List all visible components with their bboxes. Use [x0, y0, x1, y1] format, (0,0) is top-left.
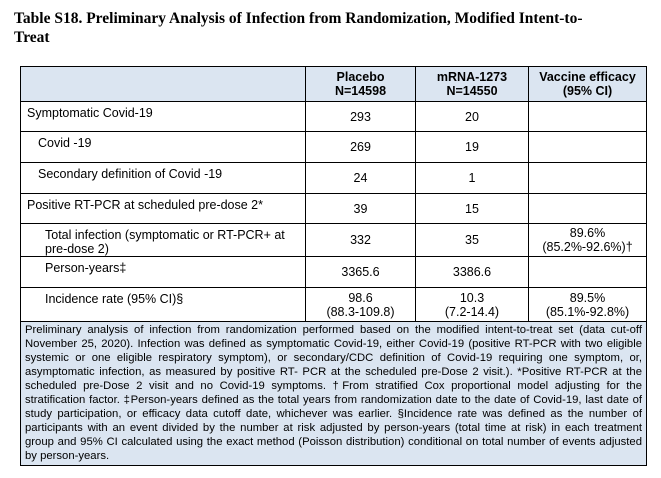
cell-line: Placebo — [336, 70, 385, 84]
value-cell — [528, 101, 647, 132]
cell-line: 98.6 — [348, 290, 373, 305]
cell-line: 20 — [465, 109, 479, 124]
value-cell — [528, 193, 647, 224]
cell-line: (7.2-14.4) — [444, 304, 500, 319]
results-table: Placebo N=14598 mRNA-1273 N=14550 Vaccine ef… — [20, 66, 647, 466]
column-header: Vaccine efficacy (95% CI) — [528, 66, 647, 102]
value-cell: 39 — [305, 193, 416, 224]
value-cell: 15 — [415, 193, 529, 224]
row-label: Symptomatic Covid-19 — [20, 101, 306, 132]
cell-line: 3365.6 — [341, 265, 380, 279]
cell-line: 269 — [350, 140, 371, 154]
value-cell: 24 — [305, 162, 416, 194]
value-cell — [528, 256, 647, 288]
value-cell: 3365.6 — [305, 256, 416, 288]
value-cell — [528, 131, 647, 163]
cell-line: 293 — [350, 109, 371, 124]
header-row: Placebo N=14598 mRNA-1273 N=14550 Vaccine ef… — [20, 66, 647, 102]
cell-line: mRNA-1273 — [436, 70, 508, 84]
cell-line: N=14598 — [334, 84, 387, 98]
cell-line: N=14550 — [446, 84, 498, 98]
value-cell: 293 — [305, 101, 416, 132]
value-cell: 98.6 (88.3-109.8) — [305, 287, 416, 322]
cell-line: 89.5% — [569, 290, 606, 305]
table-row: Total infection (symptomatic or RT-PCR+ … — [20, 223, 647, 257]
cell-line: 332 — [350, 233, 371, 247]
cell-line: 1 — [468, 171, 476, 185]
value-cell: 1 — [415, 162, 529, 194]
value-cell — [528, 162, 647, 194]
table-row: Symptomatic Covid-19 293 20 — [20, 101, 647, 132]
value-cell: 35 — [415, 223, 529, 257]
row-label: Positive RT-PCR at scheduled pre-dose 2* — [20, 193, 306, 224]
cell-line: Vaccine efficacy — [539, 70, 636, 84]
cell-line: 15 — [465, 201, 479, 216]
value-cell: 19 — [415, 131, 529, 163]
cell-line: 39 — [353, 201, 368, 216]
cell-line: (85.1%-92.8%) — [545, 304, 630, 319]
table-row: Positive RT-PCR at scheduled pre-dose 2*… — [20, 193, 647, 224]
value-cell: 20 — [415, 101, 529, 132]
cell-line: 24 — [353, 171, 368, 185]
footnote-row: Preliminary analysis of infection from r… — [20, 321, 647, 466]
value-cell: 332 — [305, 223, 416, 257]
table-row: Covid -19 269 19 — [20, 131, 647, 163]
value-cell: 3386.6 — [415, 256, 529, 288]
table-title: Table S18. Preliminary Analysis of Infec… — [14, 10, 583, 46]
row-label: Total infection (symptomatic or RT-PCR+ … — [20, 223, 306, 257]
column-header: Placebo N=14598 — [305, 66, 416, 102]
table-row: Incidence rate (95% CI)§ 98.6 (88.3-109.8)… — [20, 287, 647, 322]
row-label: Covid -19 — [20, 131, 306, 163]
cell-line: 3386.6 — [452, 265, 492, 279]
row-label: Secondary definition of Covid -19 — [20, 162, 306, 194]
row-label: Incidence rate (95% CI)§ — [20, 287, 306, 322]
cell-line: 35 — [465, 233, 479, 247]
value-cell: 269 — [305, 131, 416, 163]
footnote: Preliminary analysis of infection from r… — [20, 321, 647, 466]
cell-line: (88.3-109.8) — [326, 304, 395, 319]
table-row: Secondary definition of Covid -19 24 1 — [20, 162, 647, 194]
cell-line: 10.3 — [459, 290, 485, 305]
cell-line: 89.6% — [569, 226, 606, 240]
cell-line: 19 — [465, 140, 479, 154]
table-row: Person-years‡ 3365.6 3386.6 — [20, 256, 647, 288]
header-cell — [20, 66, 306, 102]
column-header: mRNA-1273 N=14550 — [415, 66, 529, 102]
row-label: Person-years‡ — [20, 256, 306, 288]
cell-line: (95% CI) — [562, 84, 613, 98]
value-cell: 10.3 (7.2-14.4) — [415, 287, 529, 322]
value-cell: 89.5% (85.1%-92.8%) — [528, 287, 647, 322]
value-cell: 89.6% (85.2%-92.6%)† — [528, 223, 647, 257]
cell-line: (85.2%-92.6%)† — [542, 240, 633, 254]
